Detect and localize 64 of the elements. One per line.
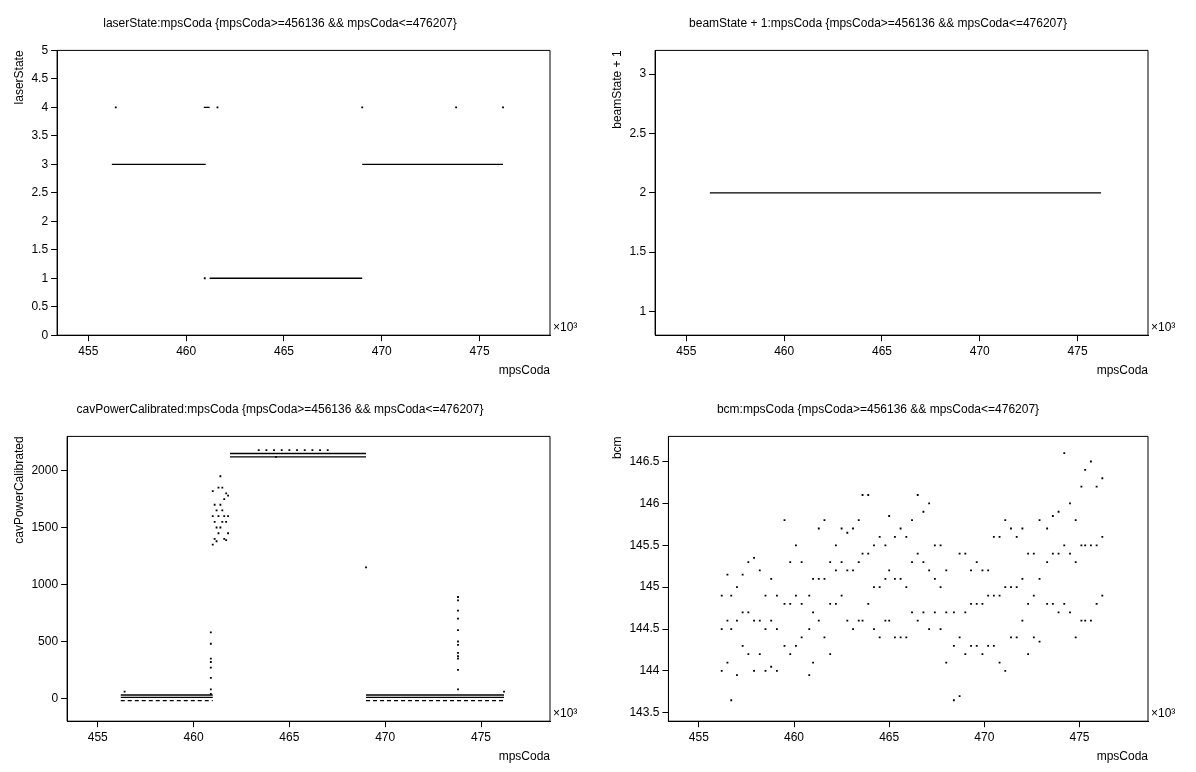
y-tick-label: 1000 <box>31 576 59 591</box>
y-tick-label: 3 <box>639 66 647 81</box>
x-tick-label: 460 <box>176 343 197 358</box>
y-tick-label: 144 <box>639 663 660 678</box>
y-axis-title: beamState + 1 <box>609 50 624 129</box>
y-tick-label: 3.5 <box>31 128 49 143</box>
text: ×10³ <box>1151 319 1176 334</box>
x-tick-label: 470 <box>375 729 396 744</box>
chart-title: cavPowerCalibrated:mpsCoda {mpsCoda>=456136 && mpsCoda<=476207} <box>76 401 484 416</box>
y-tick-label: 2000 <box>31 462 59 477</box>
y-tick-label: 146 <box>639 495 660 510</box>
x-axis-title: mpsCoda <box>498 749 551 764</box>
x-tick-label: 475 <box>1069 729 1090 744</box>
y-tick-label: 5 <box>41 42 49 57</box>
y-tick-label: 146.5 <box>629 453 660 468</box>
y-tick-label: 145.5 <box>629 537 660 552</box>
x-tick-label: 465 <box>279 729 300 744</box>
x-tick-label: 470 <box>371 343 393 358</box>
y-tick-label: 145 <box>639 579 660 594</box>
y-axis-title: laserState <box>11 50 26 105</box>
x-tick-label: 460 <box>774 343 795 358</box>
x-tick-label: 465 <box>879 729 900 744</box>
y-tick-label: 1.5 <box>629 244 647 259</box>
x-tick-label: 455 <box>78 343 99 358</box>
y-tick-label: 2 <box>639 185 647 200</box>
y-tick-label: 500 <box>38 633 59 648</box>
y-tick-label: 1500 <box>31 519 59 534</box>
x-axis-title: mpsCoda <box>1096 363 1149 378</box>
y-tick-label: 2 <box>41 213 49 228</box>
x-tick-label: 465 <box>871 343 893 358</box>
chart-title: laserState:mpsCoda {mpsCoda>=456136 && mpsCoda<=476207} <box>103 15 457 30</box>
y-tick-label: 1.5 <box>31 242 49 257</box>
y-tick-label: 1 <box>639 303 647 318</box>
y-tick-label: 3 <box>41 156 49 171</box>
chart-title: beamState + 1:mpsCoda {mpsCoda>=456136 && mpsCoda<=476207} <box>689 15 1067 30</box>
x-tick-label: 475 <box>471 729 492 744</box>
y-axis-title: bcm <box>609 436 624 460</box>
x-tick-label: 475 <box>1067 343 1088 358</box>
y-tick-label: 0 <box>51 690 59 705</box>
y-tick-label: 4.5 <box>31 71 49 86</box>
text: ×10³ <box>553 319 578 334</box>
y-tick-label: 2.5 <box>31 185 49 200</box>
x-tick-label: 475 <box>469 343 490 358</box>
x-tick-label: 465 <box>273 343 295 358</box>
y-tick-label: 2.5 <box>629 125 647 140</box>
x-axis-title: mpsCoda <box>1096 749 1149 764</box>
x-tick-label: 460 <box>784 729 805 744</box>
x-tick-label: 455 <box>87 729 109 744</box>
x-tick-label: 455 <box>688 729 710 744</box>
x-axis-title: mpsCoda <box>498 363 551 378</box>
y-tick-label: 0 <box>41 327 49 342</box>
text: ×10³ <box>553 705 578 720</box>
text: ×10³ <box>1151 705 1176 720</box>
y-tick-label: 143.5 <box>629 705 660 720</box>
y-tick-label: 1 <box>41 270 49 285</box>
y-axis-title: cavPowerCalibrated <box>11 436 26 544</box>
y-tick-label: 0.5 <box>31 299 49 314</box>
x-tick-label: 470 <box>969 343 991 358</box>
y-tick-label: 4 <box>41 99 49 114</box>
x-tick-label: 455 <box>676 343 697 358</box>
x-tick-label: 470 <box>974 729 995 744</box>
y-tick-label: 144.5 <box>629 621 660 636</box>
x-tick-label: 460 <box>183 729 204 744</box>
chart-title: bcm:mpsCoda {mpsCoda>=456136 && mpsCoda<=476207} <box>716 401 1040 416</box>
